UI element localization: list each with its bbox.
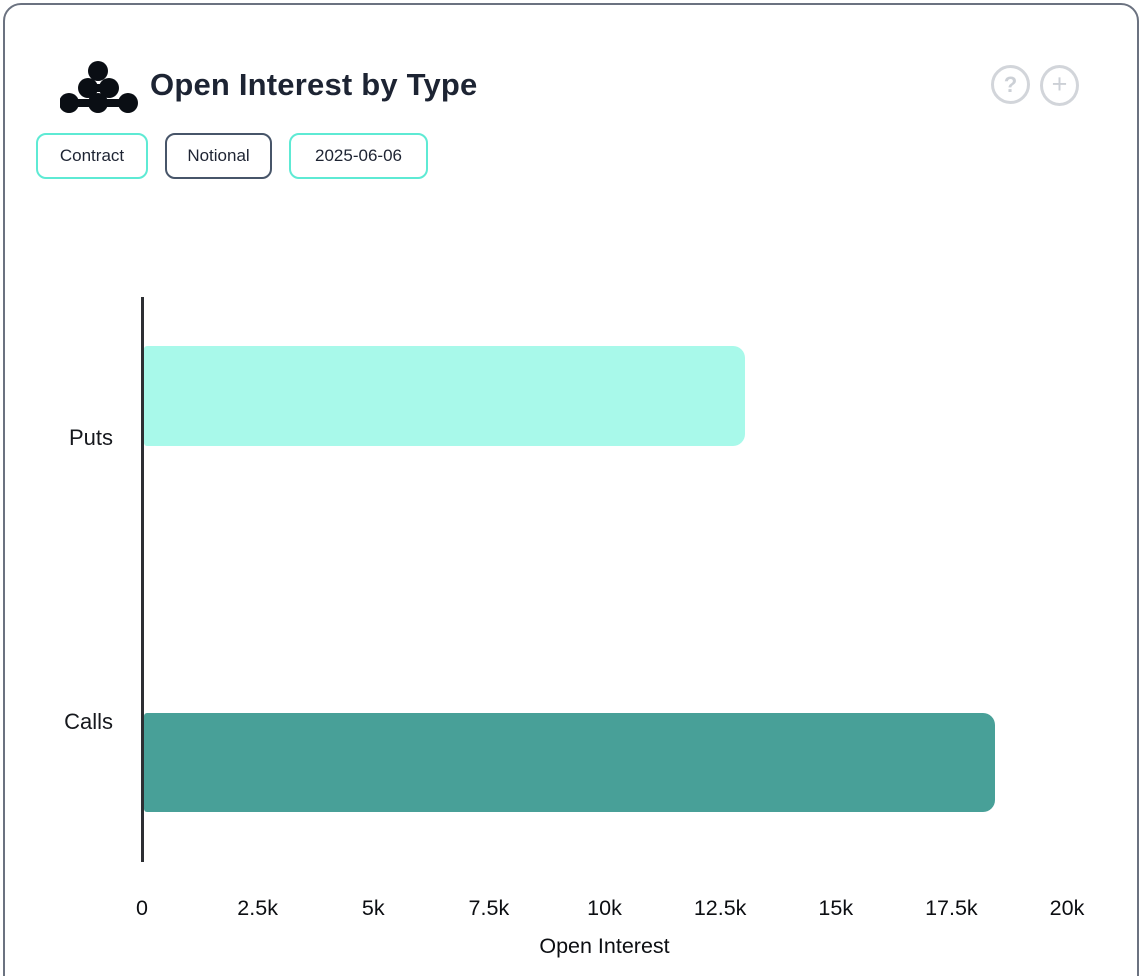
x-axis-title: Open Interest bbox=[539, 934, 670, 958]
bar-calls[interactable] bbox=[144, 713, 995, 812]
logo-icon bbox=[60, 61, 138, 113]
date-selector-button[interactable]: 2025-06-06 bbox=[289, 133, 428, 179]
x-tick-label: 7.5k bbox=[468, 896, 510, 920]
x-tick-label: 17.5k bbox=[925, 896, 978, 920]
page-title: Open Interest by Type bbox=[150, 67, 478, 102]
x-tick-label: 15k bbox=[818, 896, 854, 920]
category-label-calls: Calls bbox=[64, 709, 113, 734]
notional-toggle-button[interactable]: Notional bbox=[165, 133, 272, 179]
question-mark-icon: ? bbox=[1003, 71, 1018, 97]
category-label-puts: Puts bbox=[68, 425, 113, 450]
x-tick-label: 20k bbox=[1049, 896, 1085, 920]
x-axis-tick-labels: 0 2.5k 5k 7.5k 10k 12.5k 15k 17.5k 20k bbox=[136, 894, 1084, 922]
x-tick-label: 10k bbox=[587, 896, 622, 920]
y-axis-line bbox=[141, 297, 144, 862]
plot-area bbox=[144, 297, 1069, 862]
contract-toggle-button[interactable]: Contract bbox=[36, 133, 148, 179]
chart-card: Open Interest by Type ? + Contract Notio… bbox=[3, 3, 1139, 976]
y-axis-category-labels: Puts Calls bbox=[5, 297, 113, 862]
x-tick-label: 12.5k bbox=[693, 896, 747, 920]
help-button[interactable]: ? bbox=[991, 65, 1030, 104]
bar-puts[interactable] bbox=[144, 346, 746, 446]
plus-icon: + bbox=[1051, 69, 1068, 99]
x-tick-label: 2.5k bbox=[237, 896, 278, 920]
x-tick-label: 5k bbox=[361, 896, 385, 920]
x-tick-label: 0 bbox=[136, 896, 148, 920]
add-button[interactable]: + bbox=[1040, 65, 1079, 106]
